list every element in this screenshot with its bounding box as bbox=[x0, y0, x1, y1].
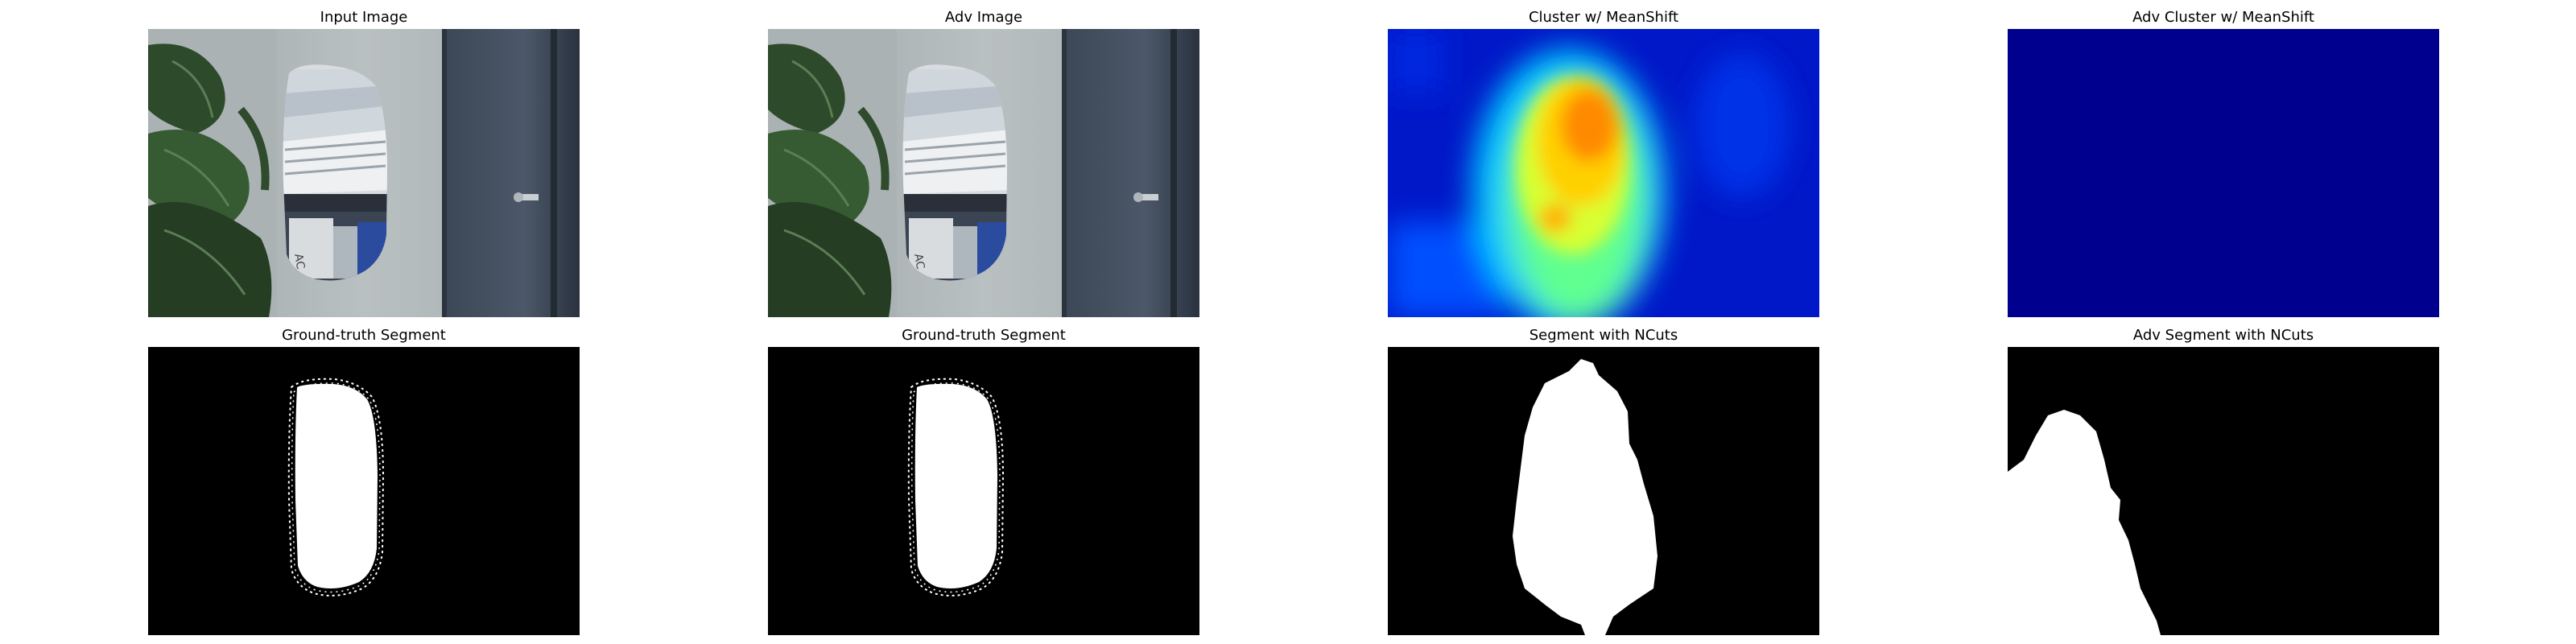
adv-image: AC bbox=[768, 29, 1199, 317]
ground-truth-mask-1 bbox=[148, 347, 580, 635]
adv-cluster-meanshift-heatmap bbox=[2008, 29, 2439, 317]
panel-title-adv-image: Adv Image bbox=[944, 9, 1023, 26]
cluster-meanshift-panel bbox=[1388, 29, 1819, 317]
panel-title-adv-segment-ncuts: Adv Segment with NCuts bbox=[2132, 327, 2314, 344]
input-image: AC bbox=[148, 29, 580, 317]
panel-title-adv-cluster-meanshift: Adv Cluster w/ MeanShift bbox=[2132, 9, 2314, 26]
box-label: AC bbox=[291, 253, 307, 270]
cluster-meanshift-heatmap bbox=[1388, 29, 1819, 317]
ground-truth-segment-panel-1 bbox=[148, 347, 580, 635]
panel-title-cluster-meanshift: Cluster w/ MeanShift bbox=[1528, 9, 1679, 26]
box-label: AC bbox=[911, 253, 927, 270]
adv-segment-ncuts-mask bbox=[2008, 347, 2439, 635]
panel-title-input-image: Input Image bbox=[320, 9, 408, 26]
segment-ncuts-mask bbox=[1388, 347, 1819, 635]
adv-segment-ncuts-panel bbox=[2008, 347, 2439, 635]
panel-title-ground-truth-2: Ground-truth Segment bbox=[902, 327, 1066, 344]
ground-truth-mask-2 bbox=[768, 347, 1199, 635]
segment-ncuts-panel bbox=[1388, 347, 1819, 635]
adv-image-panel: AC bbox=[768, 29, 1199, 317]
input-image-panel: AC bbox=[148, 29, 580, 317]
panel-title-segment-ncuts: Segment with NCuts bbox=[1529, 327, 1678, 344]
panel-title-ground-truth-1: Ground-truth Segment bbox=[282, 327, 446, 344]
ground-truth-segment-panel-2 bbox=[768, 347, 1199, 635]
adv-cluster-meanshift-panel bbox=[2008, 29, 2439, 317]
